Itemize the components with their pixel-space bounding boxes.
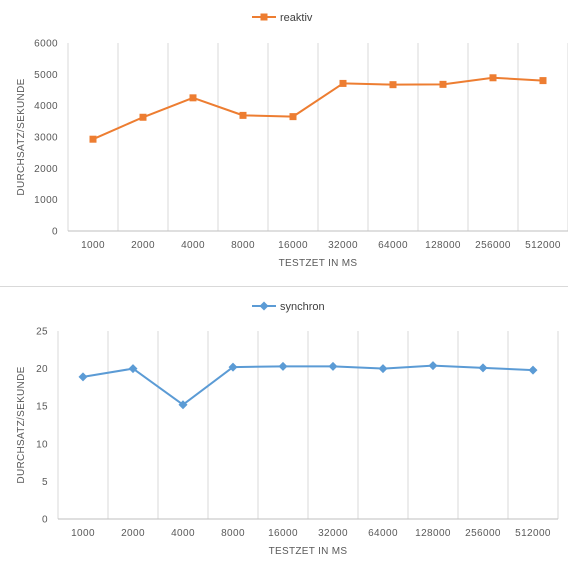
x-tick-label: 4000	[171, 528, 195, 539]
y-tick-label: 20	[36, 364, 48, 375]
x-tick-label: 1000	[81, 240, 105, 251]
x-tick-label: 64000	[378, 240, 408, 251]
data-point-marker	[439, 80, 447, 88]
data-point-marker	[128, 364, 138, 374]
y-tick-label: 10	[36, 439, 48, 450]
x-axis-title: TESTZET IN MS	[269, 546, 348, 557]
data-point-marker	[389, 81, 397, 89]
chart-reaktiv: 0 1000 2000 3000 4000 5000 6000 1000 2000 4000 800…	[16, 12, 568, 269]
chart-synchron-svg: 0 5 10 15 20 25 1000 2000 4000 8000 16000 32000 6400…	[16, 301, 559, 557]
data-point-marker	[378, 364, 388, 374]
data-point-marker	[139, 113, 147, 121]
x-tick-label: 512000	[525, 240, 561, 251]
chart-separator	[0, 286, 568, 287]
data-point-marker	[489, 74, 497, 82]
series-line-synchron	[82, 364, 534, 406]
x-tick-label: 64000	[368, 528, 398, 539]
data-point-marker	[278, 361, 288, 371]
y-tick-label: 5	[42, 477, 48, 488]
data-point-marker	[228, 362, 238, 372]
legend-label: synchron	[280, 301, 325, 313]
x-axis-title: TESTZET IN MS	[279, 258, 358, 269]
legend-label: reaktiv	[280, 12, 313, 24]
x-tick-label: 8000	[221, 528, 245, 539]
x-tick-label: 16000	[268, 528, 298, 539]
data-point-marker	[289, 113, 297, 121]
data-point-marker	[78, 372, 88, 382]
y-tick-label: 4000	[34, 101, 58, 112]
y-tick-label: 15	[36, 402, 48, 413]
x-tick-label: 256000	[465, 528, 501, 539]
x-tick-label: 256000	[475, 240, 511, 251]
series-line-reaktiv	[92, 76, 544, 141]
y-tick-label: 0	[42, 515, 48, 526]
y-tick-label: 2000	[34, 164, 58, 175]
data-point-marker	[478, 363, 488, 373]
x-tick-label: 2000	[121, 528, 145, 539]
y-tick-label: 3000	[34, 133, 58, 144]
y-tick-label: 5000	[34, 70, 58, 81]
data-point-marker	[328, 361, 338, 371]
data-point-marker	[539, 77, 547, 85]
x-tick-label: 2000	[131, 240, 155, 251]
data-point-marker	[178, 400, 188, 410]
x-tick-label: 128000	[425, 240, 461, 251]
x-tick-label: 32000	[328, 240, 358, 251]
y-axis-title: DURCHSATZ/SEKUNDE	[16, 366, 27, 483]
chart-synchron: 0 5 10 15 20 25 1000 2000 4000 8000 16000 32000 6400…	[0, 287, 568, 572]
legend-marker	[259, 301, 269, 311]
data-point-marker	[528, 365, 538, 375]
x-tick-label: 16000	[278, 240, 308, 251]
data-point-marker	[189, 94, 197, 102]
x-tick-label: 4000	[181, 240, 205, 251]
y-tick-label: 25	[36, 327, 48, 338]
data-point-marker	[428, 361, 438, 371]
data-point-marker	[239, 111, 247, 119]
x-tick-label: 128000	[415, 528, 451, 539]
legend-marker	[260, 13, 268, 21]
y-tick-label: 0	[52, 227, 58, 238]
data-point-marker	[339, 79, 347, 87]
y-axis-title: DURCHSATZ/SEKUNDE	[16, 78, 27, 195]
data-point-marker	[89, 135, 97, 143]
y-tick-label: 1000	[34, 195, 58, 206]
x-tick-label: 1000	[71, 528, 95, 539]
x-tick-label: 32000	[318, 528, 348, 539]
x-tick-label: 512000	[515, 528, 551, 539]
x-tick-label: 8000	[231, 240, 255, 251]
chart-reaktiv-svg: 0 1000 2000 3000 4000 5000 6000 1000 2000 4000 800…	[16, 12, 568, 269]
y-tick-label: 6000	[34, 39, 58, 50]
